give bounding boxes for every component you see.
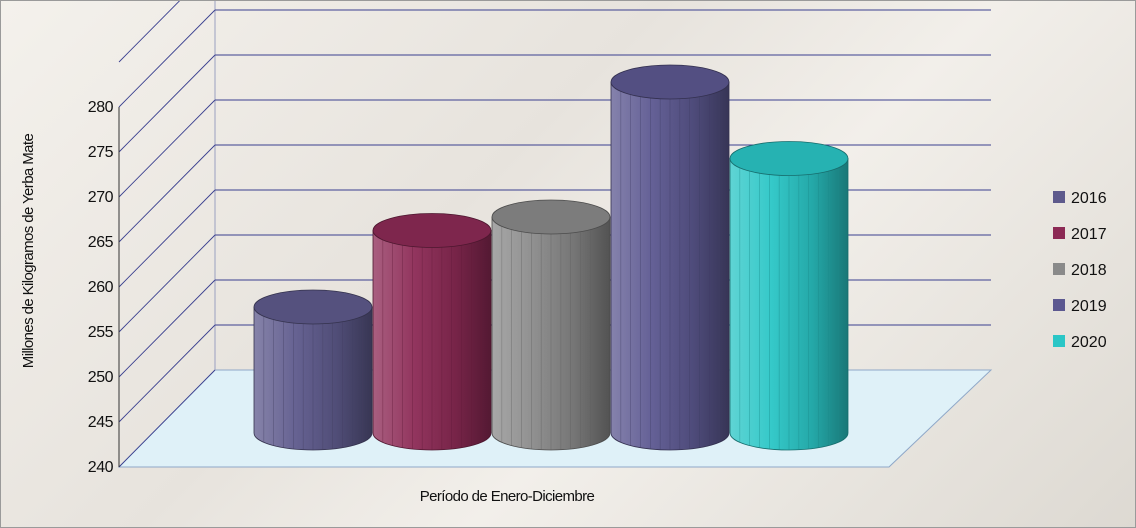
legend-item-2019: 2019: [1053, 298, 1107, 315]
cylinder-bar-2017: [372, 213, 492, 451]
y-tick-label: 275: [88, 144, 114, 161]
gridline-diagonal: [118, 54, 216, 153]
y-axis-title: Millones de Kilogramos de Yerba Mate: [20, 134, 37, 369]
gridline-diagonal: [118, 144, 216, 243]
legend-item-2016: 2016: [1053, 190, 1107, 207]
y-tick-label: 250: [88, 369, 114, 386]
y-tick-label: 270: [88, 189, 114, 206]
legend-swatch: [1053, 263, 1065, 275]
gridline-diagonal: [118, 9, 216, 108]
y-tick-label: 240: [88, 459, 114, 476]
y-tick-label: 245: [88, 414, 114, 431]
gridline-diagonal: [118, 279, 216, 378]
legend-item-2018: 2018: [1053, 262, 1107, 279]
y-tick-label: 255: [88, 324, 114, 341]
y-tick-labels: 240 245 250 255 260 265 270 275 280: [88, 99, 114, 476]
y-tick-label: 280: [88, 99, 114, 116]
legend-item-2017: 2017: [1053, 226, 1107, 243]
gridline-diagonal: [118, 234, 216, 333]
legend-swatch: [1053, 191, 1065, 203]
cylinder-bar-2018: [491, 199, 611, 451]
y-tick-label: 260: [88, 279, 114, 296]
gridline-diagonal: [118, 189, 216, 288]
bars-layer: [253, 64, 849, 451]
x-axis-category-label: Período de Enero-Diciembre: [420, 488, 595, 505]
cylinder-bar-2019: [610, 64, 730, 451]
gridline-diagonal: [118, 324, 216, 423]
gridline-diagonal: [118, 99, 216, 198]
legend-label: 2016: [1071, 190, 1107, 207]
legend-label: 2018: [1071, 262, 1107, 279]
gridline-diagonal: [118, 369, 216, 468]
legend: 2016 2017 2018 2019 2020: [1053, 190, 1107, 351]
legend-swatch: [1053, 335, 1065, 347]
legend-label: 2017: [1071, 226, 1107, 243]
gridline-diagonal: [118, 1, 181, 63]
cylinder-bar-2016: [253, 289, 373, 451]
legend-label: 2020: [1071, 334, 1107, 351]
y-tick-label: 265: [88, 234, 114, 251]
legend-item-2020: 2020: [1053, 334, 1107, 351]
legend-swatch: [1053, 299, 1065, 311]
legend-swatch: [1053, 227, 1065, 239]
cylinder-bar-2020: [729, 141, 849, 451]
legend-label: 2019: [1071, 298, 1107, 315]
